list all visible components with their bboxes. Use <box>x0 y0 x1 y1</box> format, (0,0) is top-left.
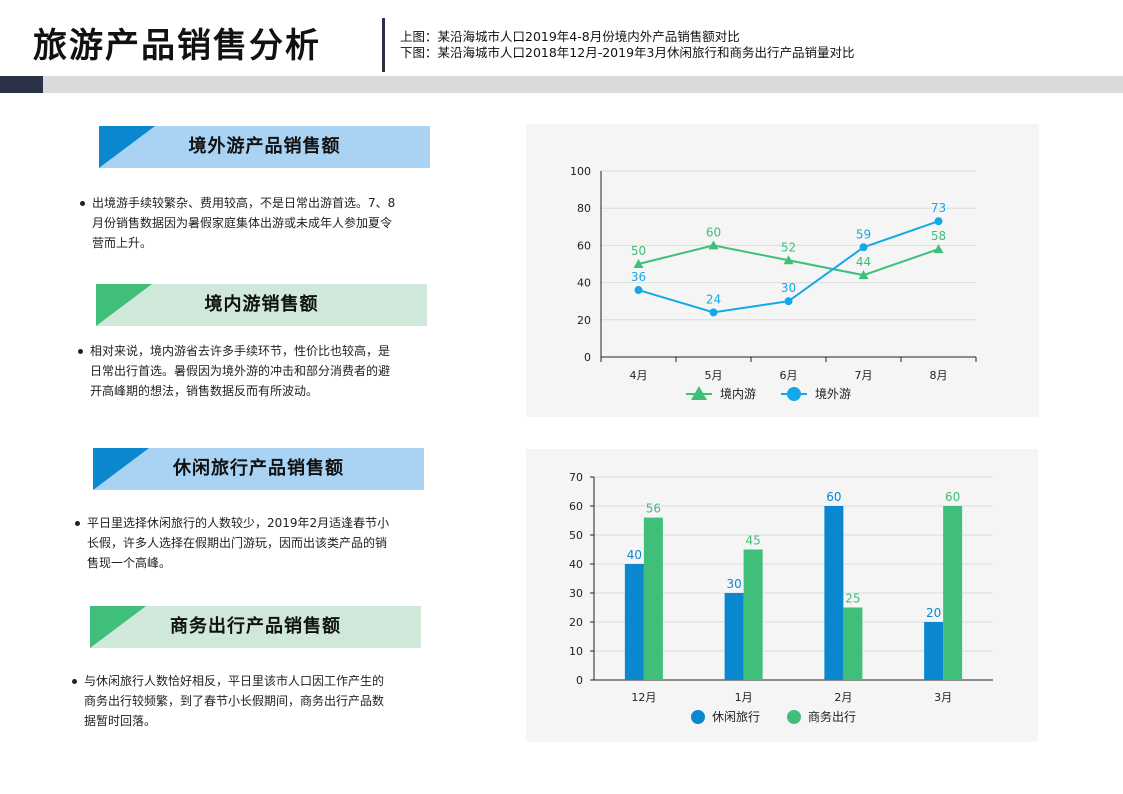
x-tick-label: 5月 <box>705 369 723 382</box>
legend-circle-icon <box>787 387 801 401</box>
legend-triangle-icon <box>691 386 707 400</box>
data-point <box>933 244 944 254</box>
page-title: 旅游产品销售分析 <box>33 26 321 66</box>
data-label: 45 <box>745 534 760 548</box>
x-tick-label: 8月 <box>930 369 948 382</box>
section-head-business: 商务出行产品销售额 <box>90 606 421 648</box>
data-label: 30 <box>726 577 741 591</box>
data-label: 59 <box>856 227 871 241</box>
line-chart: 0 20 40 60 80 100 4月 5月 6月 7月 8月 50 60 52 44 58 36 24 30 59… <box>570 165 977 401</box>
x-tick-label: 12月 <box>631 691 656 704</box>
y-tick-label: 30 <box>569 587 583 600</box>
bar <box>824 506 844 680</box>
header-divider <box>382 18 385 72</box>
bar <box>843 607 863 680</box>
y-tick-label: 20 <box>577 314 591 327</box>
x-tick-label: 3月 <box>934 691 952 704</box>
section-title: 休闲旅行产品销售额 <box>173 458 344 479</box>
corner-triangle-icon <box>90 606 146 648</box>
data-label: 73 <box>931 201 946 215</box>
header-bar <box>43 76 1123 93</box>
data-label: 52 <box>781 240 796 254</box>
subtitle-bottom: 下图：某沿海城市人口2018年12月-2019年3月休闲旅行和商务出行产品销量对… <box>400 45 855 60</box>
legend-label: 境内游 <box>720 386 756 401</box>
data-point <box>634 286 643 295</box>
section-text-outbound: 出境游手续较繁杂、费用较高，不是日常出游首选。7、8月份销售数据因为暑假家庭集体… <box>80 193 398 253</box>
data-label: 24 <box>706 292 721 306</box>
y-tick-label: 40 <box>577 277 591 290</box>
data-point <box>783 255 794 265</box>
x-tick-label: 1月 <box>735 691 753 704</box>
bar-chart: 0 10 20 30 40 50 60 70 12月 40 56 1月 30 45 2月 60 25 3月 20 60… <box>569 471 993 724</box>
section-title: 境内游销售额 <box>204 294 319 315</box>
data-label: 60 <box>706 225 721 239</box>
section-title: 商务出行产品销售额 <box>170 616 341 637</box>
bar <box>743 549 763 680</box>
section-title: 境外游产品销售额 <box>188 136 341 157</box>
data-label: 58 <box>931 229 946 243</box>
corner-triangle-icon <box>93 448 149 490</box>
section-head-domestic: 境内游销售额 <box>96 284 427 326</box>
data-point <box>784 297 793 306</box>
y-tick-label: 60 <box>569 500 583 513</box>
data-point <box>708 240 719 250</box>
x-tick-label: 2月 <box>834 691 852 704</box>
data-label: 44 <box>856 255 871 269</box>
data-label: 36 <box>631 270 646 284</box>
y-tick-label: 100 <box>570 165 591 178</box>
bar <box>924 622 944 680</box>
data-point <box>858 270 869 280</box>
legend-label: 境外游 <box>815 386 851 401</box>
y-tick-label: 0 <box>584 351 591 364</box>
y-tick-label: 40 <box>569 558 583 571</box>
bar <box>643 517 663 680</box>
data-label: 40 <box>627 548 642 562</box>
data-label: 25 <box>845 592 860 606</box>
data-label: 30 <box>781 281 796 295</box>
section-text-business: 与休闲旅行人数恰好相反，平日里该市人口因工作产生的商务出行较频繁，到了春节小长假… <box>72 671 390 731</box>
y-tick-label: 0 <box>576 674 583 687</box>
data-label: 50 <box>631 244 646 258</box>
data-label: 20 <box>926 606 941 620</box>
subtitle-top: 上图：某沿海城市人口2019年4-8月份境内外产品销售额对比 <box>400 29 740 44</box>
section-text-domestic: 相对来说，境内游省去许多手续环节，性价比也较高，是日常出行首选。暑假因为境外游的… <box>78 341 396 401</box>
data-label: 56 <box>646 502 661 516</box>
x-tick-label: 6月 <box>780 369 798 382</box>
bar <box>943 506 963 680</box>
corner-triangle-icon <box>99 126 155 168</box>
legend-circle-icon <box>787 710 801 724</box>
data-point <box>633 259 644 268</box>
y-tick-label: 80 <box>577 202 591 215</box>
y-tick-label: 20 <box>569 616 583 629</box>
data-point <box>934 217 943 226</box>
line-chart-panel: 0 20 40 60 80 100 4月 5月 6月 7月 8月 50 60 52 44 58 36 24 30 59… <box>526 124 1039 417</box>
x-tick-label: 7月 <box>855 369 873 382</box>
y-tick-label: 60 <box>577 239 591 252</box>
data-label: 60 <box>945 490 960 504</box>
y-tick-label: 70 <box>569 471 583 484</box>
data-point <box>859 243 868 252</box>
section-head-outbound: 境外游产品销售额 <box>99 126 430 168</box>
data-label: 60 <box>826 490 841 504</box>
section-head-leisure: 休闲旅行产品销售额 <box>93 448 424 490</box>
section-text-leisure: 平日里选择休闲旅行的人数较少，2019年2月适逢春节小长假，许多人选择在假期出门… <box>75 513 393 573</box>
corner-triangle-icon <box>96 284 152 326</box>
legend-circle-icon <box>691 710 705 724</box>
header-bar-accent <box>0 76 43 93</box>
y-tick-label: 10 <box>569 645 583 658</box>
bar-chart-panel: 0 10 20 30 40 50 60 70 12月 40 56 1月 30 45 2月 60 25 3月 20 60… <box>526 449 1038 742</box>
bar <box>624 564 644 680</box>
data-point <box>709 308 718 317</box>
bar <box>724 593 744 680</box>
legend-label: 休闲旅行 <box>712 710 760 724</box>
x-tick-label: 4月 <box>630 369 648 382</box>
y-tick-label: 50 <box>569 529 583 542</box>
legend-label: 商务出行 <box>808 709 856 724</box>
